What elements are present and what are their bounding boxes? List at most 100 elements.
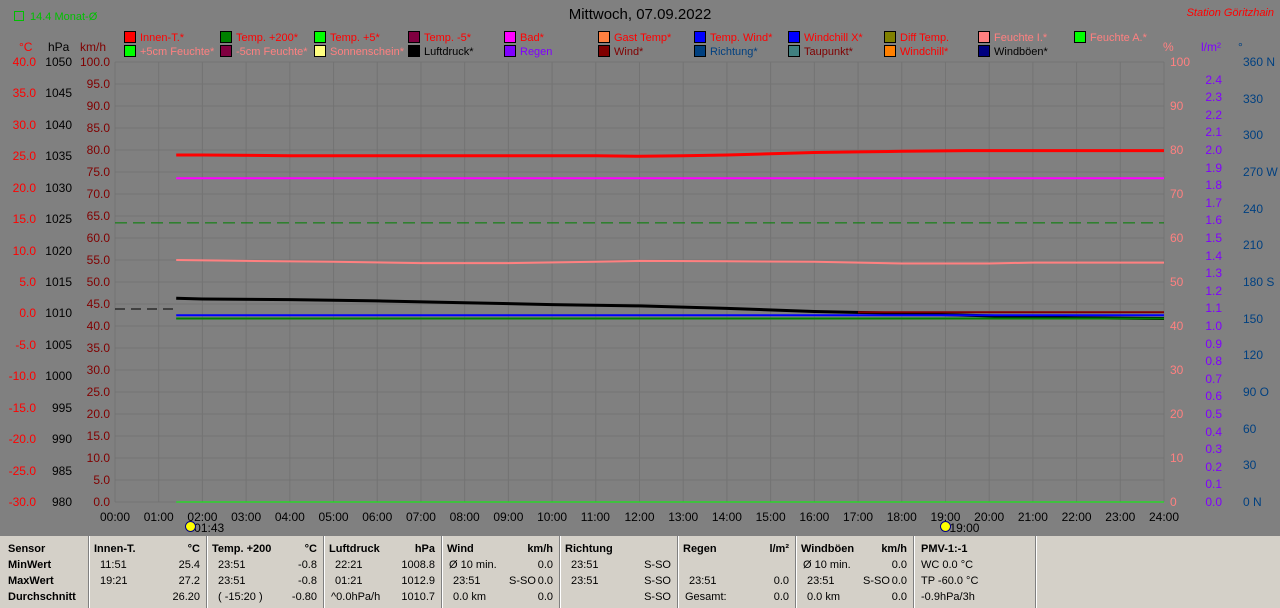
- regen-header: Regen: [683, 543, 717, 555]
- time-tick-label: 14:00: [711, 510, 742, 524]
- legend-item: Windchill X*: [788, 31, 863, 45]
- luftdruck-unit: hPa: [414, 543, 435, 555]
- pressure-axis-unit: hPa: [48, 40, 70, 54]
- direction-tick-label: 90 O: [1243, 385, 1270, 399]
- luftdruck-min-time: 22:21: [335, 559, 363, 571]
- legend-swatch: [598, 31, 610, 43]
- legend-swatch: [1074, 31, 1086, 43]
- legend-swatch: [788, 45, 800, 57]
- rain-tick-label: 2.4: [1205, 72, 1222, 87]
- legend-swatch: [694, 31, 706, 43]
- temp200-min-value: -0.8: [298, 559, 317, 571]
- windboeen-distance: 0.0 km: [807, 591, 841, 603]
- luftdruck-min-value: 1008.8: [401, 559, 435, 571]
- windboeen-max-direction: S-SO: [863, 575, 890, 587]
- windboeen-column: Windböen km/h Ø 10 min. 0.0 23:51 S-SO 0…: [797, 536, 913, 608]
- windboeen-max-time: 23:51: [807, 575, 835, 587]
- wind-tick-label: 30.0: [86, 363, 110, 377]
- legend-item: Taupunkt*: [788, 45, 853, 59]
- wind-column: Wind km/h Ø 10 min. 0.0 23:51 S-SO 0.0 0…: [443, 536, 559, 608]
- legend-item: Regen: [504, 45, 552, 59]
- pmv-windchill: WC 0.0 °C: [921, 559, 974, 571]
- innen-column: Innen-T. °C 11:51 25.4 19:21 27.2 26.20: [90, 536, 206, 608]
- time-tick-label: 03:00: [231, 510, 262, 524]
- luftdruck-column: Luftdruck hPa 22:21 1008.8 01:21 1012.9 …: [325, 536, 441, 608]
- rain-tick-label: 2.2: [1205, 107, 1222, 122]
- pressure-tick-label: 1000: [45, 369, 72, 384]
- legend-label: Gast Temp*: [614, 32, 672, 44]
- time-tick-label: 23:00: [1105, 510, 1136, 524]
- windboeen-avg10-value: 0.0: [891, 559, 907, 571]
- time-tick-label: 01:00: [143, 510, 174, 524]
- direction-tick-label: 120: [1243, 348, 1264, 363]
- wind-tick-label: 35.0: [86, 341, 110, 355]
- monthly-average-icon: [14, 11, 24, 21]
- wind-max-direction: S-SO: [509, 575, 536, 587]
- legend-label: Wind*: [614, 46, 644, 58]
- monthly-average-indicator: 14.4 Monat-Ø: [14, 11, 97, 23]
- title-bar: 14.4 Monat-Ø Mittwoch, 07.09.2022 Statio…: [0, 0, 1280, 30]
- station-name: Station Göritzhain: [1186, 7, 1274, 19]
- rain-tick-label: 1.6: [1205, 213, 1222, 228]
- humidity-tick-label: 70: [1170, 187, 1184, 201]
- humidity-tick-label: 10: [1170, 451, 1184, 465]
- temp-tick-label: -20.0: [8, 432, 36, 447]
- legend-item: Temp. Wind*: [694, 31, 772, 45]
- regen-max-value: 0.0: [773, 575, 789, 587]
- legend-label: Feuchte I.*: [994, 32, 1048, 44]
- direction-tick-label: 360 N: [1243, 55, 1276, 69]
- temp200-avg-note: ( -15:20 ): [218, 591, 263, 603]
- legend-item: Windchill*: [884, 45, 948, 59]
- wind-tick-label: 80.0: [86, 143, 110, 157]
- time-marker-label: 19:00: [949, 521, 980, 535]
- legend-item: Windböen*: [978, 45, 1048, 59]
- windboeen-avg10-label: Ø 10 min.: [803, 559, 851, 571]
- temp-tick-label: 5.0: [19, 275, 36, 289]
- legend-item: Gast Temp*: [598, 31, 671, 45]
- pressure-tick-label: 985: [51, 463, 72, 478]
- legend-swatch: [504, 45, 516, 57]
- legend-item: Diff Temp.: [884, 31, 949, 45]
- statistics-table: Sensor MinWert MaxWert Durchschnitt Inne…: [0, 536, 1280, 608]
- windboeen-max-value: 0.0: [891, 575, 907, 587]
- time-tick-label: 20:00: [974, 510, 1005, 524]
- pmv-dewpoint: TP -60.0 °C: [921, 575, 979, 587]
- direction-tick-label: 330: [1243, 91, 1264, 106]
- legend-label: Taupunkt*: [804, 46, 853, 58]
- time-tick-label: 10:00: [537, 510, 568, 524]
- time-tick-label: 05:00: [318, 510, 349, 524]
- richtung-min-value: S-SO: [644, 559, 671, 571]
- humidity-tick-label: 100: [1170, 55, 1191, 69]
- legend-item: Sonnenschein*: [314, 45, 404, 59]
- legend-item: Bad*: [504, 31, 544, 45]
- temp200-min-time: 23:51: [218, 559, 246, 571]
- legend-swatch: [884, 31, 896, 43]
- temp200-max-time: 23:51: [218, 575, 246, 587]
- wind-tick-label: 15.0: [86, 429, 110, 443]
- rain-tick-label: 1.1: [1205, 301, 1222, 316]
- richtung-max-time: 23:51: [571, 575, 599, 587]
- time-tick-label: 19:00: [930, 510, 961, 524]
- humidity-tick-label: 80: [1170, 143, 1184, 157]
- legend-label: Richtung*: [710, 46, 758, 58]
- pressure-tick-label: 1025: [45, 212, 72, 227]
- rain-tick-label: 1.5: [1205, 231, 1222, 245]
- legend-swatch: [504, 31, 516, 43]
- innen-min-time: 11:51: [100, 559, 127, 571]
- legend-swatch: [314, 45, 326, 57]
- rain-tick-label: 1.7: [1205, 195, 1222, 210]
- legend-label: Bad*: [520, 32, 544, 44]
- rain-tick-label: 1.9: [1205, 160, 1222, 175]
- time-tick-label: 09:00: [493, 510, 524, 524]
- richtung-max-value: S-SO: [644, 575, 671, 587]
- legend-item: Temp. -5*: [408, 31, 471, 45]
- time-tick-label: 02:00: [187, 510, 218, 524]
- pressure-tick-label: 1050: [45, 55, 72, 69]
- innen-avg-value: 26.20: [172, 591, 200, 603]
- humidity-tick-label: 20: [1170, 407, 1184, 421]
- plot-area: [114, 61, 1165, 503]
- time-tick-label: 18:00: [886, 510, 917, 524]
- pressure-tick-label: 1040: [45, 117, 72, 132]
- wind-tick-label: 20.0: [86, 407, 110, 421]
- legend-label: Temp. -5*: [424, 32, 472, 44]
